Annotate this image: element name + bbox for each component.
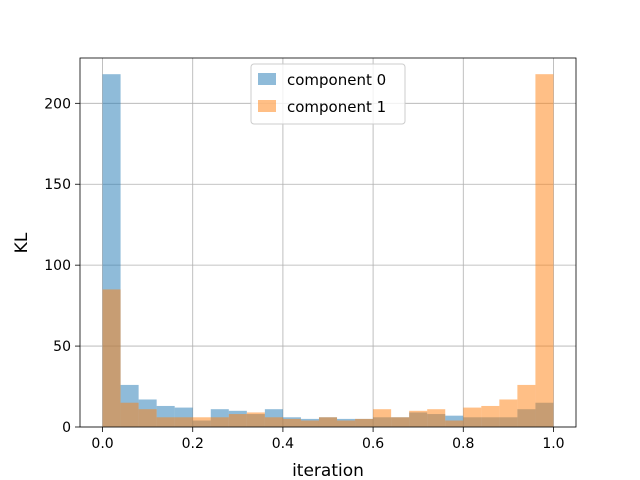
bar-series-1 bbox=[409, 410, 428, 427]
bar-series-1 bbox=[517, 384, 536, 427]
y-tick-label: 50 bbox=[53, 339, 71, 355]
x-tick-label: 1.0 bbox=[542, 436, 564, 452]
y-axis-label: KL bbox=[12, 232, 32, 253]
bar-series-1 bbox=[337, 420, 356, 427]
bar-series-1 bbox=[499, 399, 518, 427]
y-tick-label: 0 bbox=[62, 420, 71, 436]
histogram-bars bbox=[102, 74, 554, 428]
x-tick-label: 0.6 bbox=[362, 436, 384, 452]
bar-series-1 bbox=[355, 418, 374, 427]
bar-series-1 bbox=[373, 409, 392, 427]
bar-series-1 bbox=[427, 409, 446, 427]
bar-series-1 bbox=[138, 409, 157, 427]
bar-series-1 bbox=[156, 417, 175, 427]
legend-label-component-1: component 1 bbox=[287, 98, 386, 116]
x-tick-label: 0.8 bbox=[452, 436, 474, 452]
legend: component 0 component 1 bbox=[250, 63, 406, 125]
plot-frame bbox=[79, 57, 577, 428]
x-axis-label: iteration bbox=[292, 461, 364, 480]
bar-series-1 bbox=[228, 414, 247, 427]
bar-series-1 bbox=[318, 417, 338, 427]
bar-series-1 bbox=[300, 420, 319, 427]
bar-series-1 bbox=[102, 289, 121, 427]
x-tick-label: 0.0 bbox=[91, 436, 113, 452]
bar-series-1 bbox=[535, 74, 554, 428]
y-tick-label: 150 bbox=[44, 177, 71, 193]
bar-series-1 bbox=[210, 417, 229, 427]
bar-series-1 bbox=[192, 417, 211, 427]
bar-series-1 bbox=[246, 412, 265, 427]
tick-labels: 0.0 0.2 0.4 0.6 0.8 1.0 0 50 100 150 200 bbox=[44, 96, 564, 452]
bar-series-1 bbox=[445, 420, 464, 427]
legend-swatch-component-0 bbox=[258, 73, 276, 85]
bar-series-1 bbox=[391, 417, 410, 427]
bar-series-1 bbox=[120, 402, 139, 427]
bar-series-1 bbox=[264, 417, 283, 427]
legend-swatch-component-1 bbox=[258, 100, 276, 112]
axes bbox=[75, 57, 577, 432]
x-tick-label: 0.4 bbox=[272, 436, 294, 452]
x-tick-label: 0.2 bbox=[182, 436, 204, 452]
bar-series-1 bbox=[174, 417, 193, 427]
y-tick-label: 200 bbox=[44, 96, 71, 112]
legend-label-component-0: component 0 bbox=[287, 71, 386, 89]
y-tick-label: 100 bbox=[44, 258, 71, 274]
bar-series-1 bbox=[463, 407, 482, 427]
bar-series-1 bbox=[481, 405, 500, 427]
legend-frame bbox=[250, 63, 406, 125]
bar-series-1 bbox=[282, 418, 301, 427]
